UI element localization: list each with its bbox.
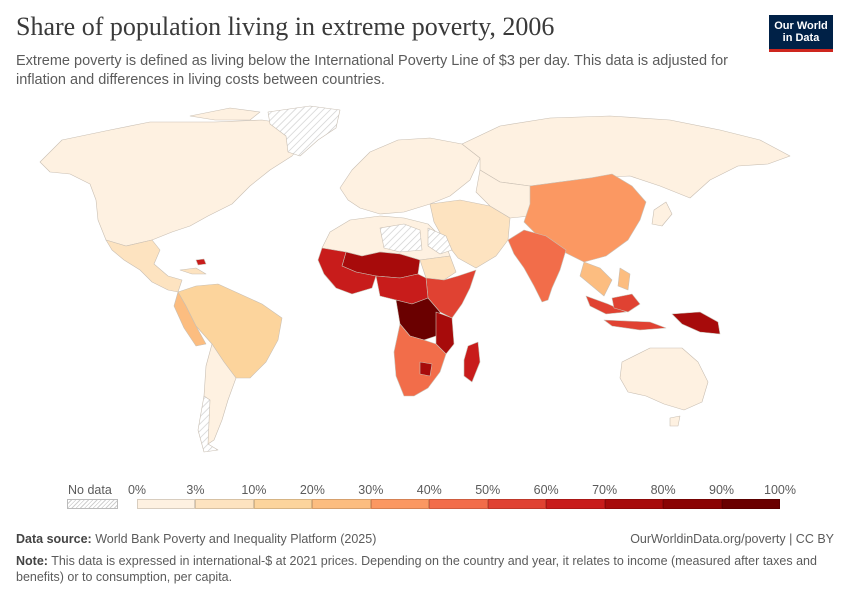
region-australia[interactable] — [669, 415, 681, 427]
legend-tick-label: 70% — [592, 483, 618, 497]
legend-tick-label: 80% — [650, 483, 676, 497]
legend-tick-label: 0% — [127, 483, 147, 497]
region-middle-east[interactable] — [419, 255, 457, 281]
region-southeast-asia[interactable] — [617, 267, 631, 291]
region-west-africa[interactable] — [195, 258, 207, 266]
legend-tick-label: 10% — [241, 483, 267, 497]
color-legend: No data 0% 3% 10% 20% 30% 40% 50% 60% 70% 80% 90% 1… — [0, 478, 850, 518]
legend-bin[interactable] — [429, 499, 488, 509]
legend-tick-label: 20% — [299, 483, 325, 497]
note-text: This data is expressed in international-… — [16, 554, 817, 584]
region-southern-cone[interactable] — [203, 343, 237, 445]
region-mexico-central-america[interactable] — [179, 267, 207, 275]
region-sahara-nodata[interactable] — [379, 223, 423, 253]
region-madagascar[interactable] — [463, 341, 481, 383]
region-west-africa[interactable] — [375, 273, 429, 305]
legend-no-data-swatch — [67, 499, 118, 509]
region-andes[interactable] — [173, 291, 207, 347]
legend-bin[interactable] — [604, 499, 664, 509]
legend-bin[interactable] — [137, 499, 196, 509]
region-sahel[interactable] — [435, 311, 455, 355]
legend-bin[interactable] — [721, 499, 780, 509]
region-indonesia[interactable] — [611, 293, 641, 313]
legend-no-data-label: No data — [68, 483, 112, 497]
region-southeast-asia[interactable] — [579, 261, 613, 297]
legend-bin[interactable] — [546, 499, 605, 509]
legend-tick-label: 60% — [533, 483, 559, 497]
legend-bin[interactable] — [487, 499, 547, 509]
chart-title: Share of population living in extreme po… — [16, 12, 555, 41]
note-label: Note: — [16, 554, 48, 568]
region-japan-korea[interactable] — [651, 201, 673, 227]
region-sahara-nodata[interactable] — [427, 227, 453, 255]
region-indonesia[interactable] — [603, 319, 667, 331]
region-sahara-nodata[interactable] — [197, 395, 219, 453]
data-source: Data source: World Bank Poverty and Ineq… — [16, 532, 376, 546]
region-west-africa[interactable] — [317, 247, 377, 295]
credit-link[interactable]: OurWorldinData.org/poverty | CC BY — [630, 532, 834, 546]
chart-subtitle: Extreme poverty is defined as living bel… — [16, 53, 728, 88]
legend-tick-label: 100% — [764, 483, 796, 497]
region-greenland[interactable] — [267, 105, 341, 157]
legend-bin[interactable] — [663, 499, 722, 509]
region-indonesia[interactable] — [585, 295, 627, 315]
region-sahel[interactable] — [419, 361, 433, 377]
legend-tick-label: 3% — [186, 483, 205, 497]
region-india[interactable] — [507, 229, 567, 303]
world-map — [39, 105, 791, 453]
legend-tick-label: 30% — [358, 483, 384, 497]
chart-note: Note: This data is expressed in internat… — [16, 553, 826, 585]
legend-bin[interactable] — [195, 499, 254, 509]
region-north-america[interactable] — [189, 107, 261, 121]
data-source-label: Data source: — [16, 532, 92, 546]
legend-tick-label: 50% — [475, 483, 501, 497]
owid-logo[interactable]: Our World in Data — [769, 15, 833, 52]
region-china[interactable] — [523, 173, 647, 263]
data-source-text[interactable]: World Bank Poverty and Inequality Platfo… — [95, 532, 377, 546]
legend-tick-label: 40% — [416, 483, 442, 497]
region-south-america[interactable] — [177, 283, 283, 379]
legend-tick-label: 90% — [709, 483, 735, 497]
region-mexico-central-america[interactable] — [105, 239, 183, 293]
region-australia[interactable] — [619, 347, 709, 411]
region-southern-africa[interactable] — [393, 323, 447, 397]
region-europe[interactable] — [339, 137, 481, 215]
legend-bin[interactable] — [312, 499, 371, 509]
region-papua-new-guinea[interactable] — [671, 311, 721, 335]
region-north-america[interactable] — [39, 119, 319, 247]
legend-bin[interactable] — [253, 499, 313, 509]
legend-bin[interactable] — [370, 499, 430, 509]
logo-line-2: in Data — [782, 32, 820, 44]
logo-line-1: Our World — [774, 20, 828, 32]
